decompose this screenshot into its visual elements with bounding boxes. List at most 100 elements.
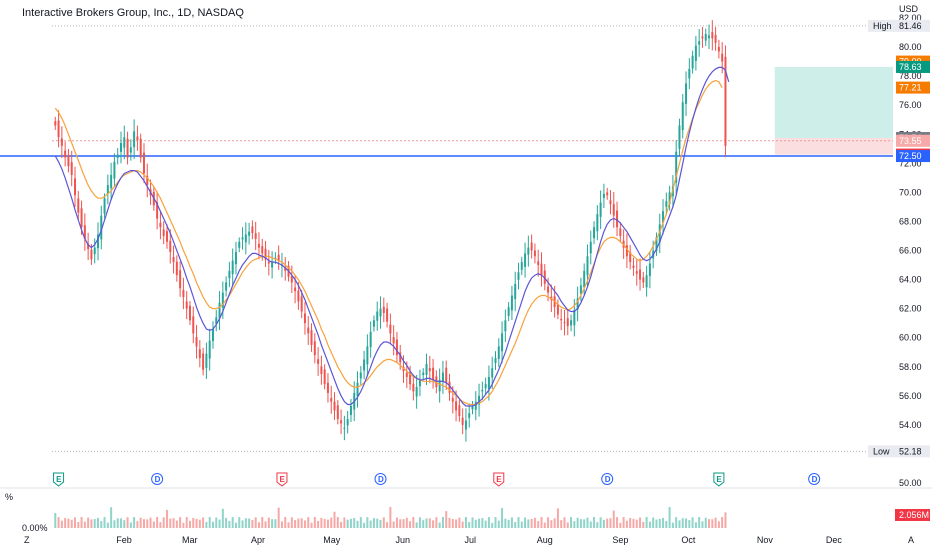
volume-bar-43 bbox=[195, 518, 198, 528]
candle-body-101 bbox=[386, 308, 389, 322]
candle-body-118 bbox=[441, 372, 444, 383]
candle-body-55 bbox=[234, 251, 237, 265]
volume-bar-45 bbox=[202, 517, 205, 528]
volume-bar-102 bbox=[389, 507, 392, 528]
candle-body-70 bbox=[284, 266, 287, 271]
candle-body-108 bbox=[409, 371, 412, 385]
volume-bar-132 bbox=[487, 517, 490, 528]
ma-fast-line bbox=[54, 66, 730, 407]
candle-body-156 bbox=[566, 318, 569, 327]
candle-body-13 bbox=[96, 234, 99, 249]
volume-axis-label: 0.00% bbox=[22, 523, 48, 533]
candle-body-28 bbox=[146, 175, 149, 186]
volume-bar-189 bbox=[675, 517, 678, 528]
chart-title: Interactive Brokers Group, Inc., 1D, NAS… bbox=[22, 7, 244, 19]
volume-bar-24 bbox=[133, 517, 136, 528]
volume-bar-150 bbox=[547, 517, 550, 528]
high-label: High bbox=[873, 21, 892, 31]
volume-bar-195 bbox=[694, 522, 697, 528]
month-label-10: Dec bbox=[826, 535, 843, 545]
candle-body-112 bbox=[422, 372, 425, 376]
candle-body-117 bbox=[438, 379, 441, 392]
candle-body-168 bbox=[606, 192, 609, 196]
price-tag-2: 78.63 bbox=[899, 62, 922, 72]
currency-label: USD bbox=[899, 4, 919, 14]
candle-body-196 bbox=[698, 41, 701, 45]
volume-bar-71 bbox=[287, 522, 290, 528]
candle-body-119 bbox=[445, 367, 448, 383]
volume-bar-157 bbox=[570, 517, 573, 528]
volume-bar-143 bbox=[524, 517, 527, 528]
volume-bar-124 bbox=[461, 521, 464, 528]
volume-bar-141 bbox=[517, 517, 520, 528]
candle-body-161 bbox=[583, 270, 586, 288]
price-axis: 50.0052.0054.0056.0058.0060.0062.0064.00… bbox=[899, 4, 922, 488]
candle-body-98 bbox=[376, 311, 379, 321]
candle-body-26 bbox=[139, 138, 142, 158]
candle-body-129 bbox=[478, 395, 481, 405]
volume-bar-187 bbox=[668, 507, 671, 528]
candle-body-115 bbox=[432, 367, 435, 380]
volume-bar-95 bbox=[366, 517, 369, 528]
volume-bar-18 bbox=[113, 520, 116, 528]
candle-body-180 bbox=[645, 275, 648, 288]
candle-body-172 bbox=[619, 228, 622, 236]
candle-body-0 bbox=[54, 121, 57, 126]
volume-bar-183 bbox=[655, 519, 658, 528]
candle-body-192 bbox=[685, 83, 688, 104]
candle-body-68 bbox=[277, 254, 280, 261]
candle-body-100 bbox=[382, 306, 385, 313]
candle-body-197 bbox=[701, 36, 704, 39]
volume-bar-129 bbox=[478, 518, 481, 528]
candle-body-131 bbox=[484, 384, 487, 389]
candle-body-15 bbox=[103, 198, 106, 214]
candle-body-190 bbox=[678, 125, 681, 149]
volume-bar-154 bbox=[560, 520, 563, 528]
volume-bar-77 bbox=[307, 517, 310, 528]
candle-body-7 bbox=[77, 198, 80, 213]
volume-bar-203 bbox=[721, 517, 724, 528]
volume-bar-76 bbox=[303, 520, 306, 528]
price-tags: High81.4679.0078.6377.2173.7473.5572.607… bbox=[868, 19, 930, 458]
event-letter-0: E bbox=[56, 475, 62, 484]
candle-body-89 bbox=[346, 419, 349, 426]
candle-body-84 bbox=[330, 397, 333, 402]
candle-body-167 bbox=[602, 193, 605, 198]
candle-body-106 bbox=[402, 366, 405, 372]
candle-body-202 bbox=[717, 46, 720, 52]
volume-value: 2.056M bbox=[899, 510, 929, 520]
candle-body-33 bbox=[162, 229, 165, 236]
candle-body-56 bbox=[238, 241, 241, 248]
candle-body-110 bbox=[415, 387, 418, 397]
candle-body-21 bbox=[123, 137, 126, 148]
volume-bar-202 bbox=[717, 521, 720, 528]
volume-bar-63 bbox=[261, 517, 264, 528]
event-dividend-marker-5 bbox=[601, 473, 614, 485]
volume-bar-26 bbox=[139, 517, 142, 528]
candle-body-181 bbox=[648, 263, 651, 277]
volume-bar-153 bbox=[556, 508, 559, 528]
volume-bar-181 bbox=[648, 521, 651, 528]
volume-bar-42 bbox=[192, 517, 195, 528]
volume-bar-60 bbox=[251, 520, 254, 528]
candle-body-19 bbox=[116, 154, 119, 158]
candle-body-160 bbox=[579, 285, 582, 294]
candle-body-184 bbox=[658, 224, 661, 243]
candle-body-132 bbox=[487, 376, 490, 390]
auto-scale-icon: A bbox=[908, 535, 914, 545]
volume-bar-15 bbox=[103, 517, 106, 528]
candle-body-183 bbox=[655, 237, 658, 251]
volume-bar-17 bbox=[110, 507, 113, 528]
volume-bar-151 bbox=[550, 520, 553, 528]
price-tag-7: 72.50 bbox=[899, 151, 922, 161]
volume-bar-56 bbox=[238, 517, 241, 528]
volume-bar-66 bbox=[271, 519, 274, 528]
event-earnings-marker-6 bbox=[713, 472, 725, 487]
volume-bar-78 bbox=[310, 522, 313, 528]
candle-body-191 bbox=[681, 102, 684, 131]
candle-body-73 bbox=[294, 287, 297, 292]
volume-bar-67 bbox=[274, 519, 277, 528]
candle-body-169 bbox=[609, 200, 612, 204]
candle-body-174 bbox=[625, 245, 628, 257]
